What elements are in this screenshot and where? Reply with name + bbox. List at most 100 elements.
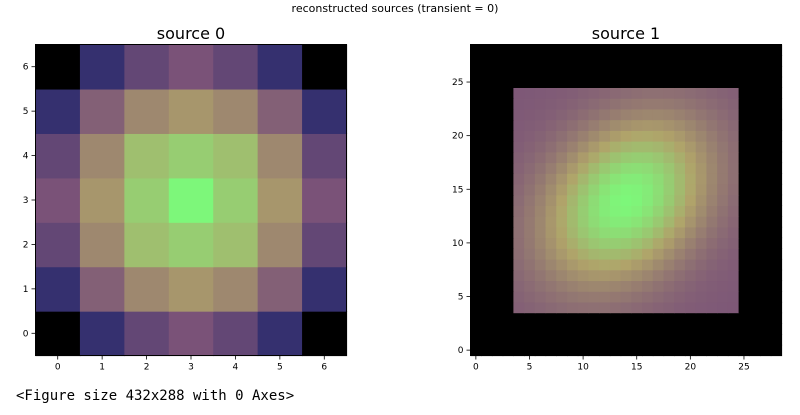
source-1-cell — [556, 323, 568, 335]
source-1-cell — [631, 312, 643, 324]
source-1-cell — [674, 108, 686, 121]
source-1-cell — [620, 55, 632, 67]
source-1-cell — [545, 280, 557, 292]
source-1-cell — [588, 119, 600, 131]
source-1-xtick-label: 25 — [738, 363, 749, 373]
source-1-cell — [706, 258, 718, 271]
source-1-cell — [706, 237, 718, 249]
source-1-cell — [631, 226, 643, 239]
source-1-cell — [545, 98, 557, 110]
source-1-cell — [534, 237, 547, 249]
source-1-cell — [684, 334, 697, 346]
source-1-cell — [652, 76, 665, 88]
source-1-cell — [556, 183, 568, 196]
source-1-cell — [609, 344, 622, 357]
source-1-cell — [620, 98, 632, 110]
source-1-cell — [470, 119, 482, 131]
source-1-cell — [481, 258, 493, 271]
source-1-cell — [738, 130, 750, 142]
source-1-cell — [749, 291, 761, 303]
source-1-cell — [556, 141, 568, 153]
source-1-cell — [577, 98, 590, 110]
source-0-cell — [124, 266, 170, 312]
source-1-cell — [599, 312, 611, 324]
source-1-cell — [695, 183, 708, 196]
source-1-cell — [470, 216, 482, 228]
source-1-cell — [620, 312, 632, 324]
source-1-cell — [770, 130, 783, 142]
source-1-cell — [738, 258, 750, 271]
source-1-cell — [620, 291, 632, 303]
source-1-cell — [727, 312, 740, 324]
source-1-cell — [502, 119, 514, 131]
source-1-cell — [609, 205, 622, 217]
source-1-cell — [609, 291, 622, 303]
source-1-cell — [481, 76, 493, 88]
source-1-cell — [481, 301, 493, 314]
source-1-cell — [652, 301, 665, 314]
source-1-cell — [502, 323, 514, 335]
source-1-cell — [631, 183, 643, 196]
source-1-cell — [567, 87, 579, 99]
source-1-cell — [770, 312, 783, 324]
source-1-cell — [717, 130, 729, 142]
source-1-cell — [663, 237, 675, 249]
source-1-cell — [738, 237, 750, 249]
source-1-cell — [684, 162, 697, 174]
source-0-xtick-label: 2 — [144, 363, 150, 373]
ticks-source-0: 0 1 2 3 4 5 6 0 1 2 3 4 5 6 — [23, 63, 328, 373]
source-1-cell — [534, 323, 547, 335]
source-1-cell — [760, 151, 772, 164]
source-1-cell — [695, 323, 708, 335]
source-1-cell — [620, 280, 632, 292]
source-1-cell — [717, 205, 729, 217]
source-0-cell — [257, 133, 303, 179]
source-1-cell — [609, 98, 622, 110]
source-1-ytick-label: 10 — [452, 239, 464, 249]
axes-title-source-1: source 1 — [592, 24, 660, 43]
source-1-cell — [631, 334, 643, 346]
source-1-cell — [749, 130, 761, 142]
source-1-cell — [727, 216, 740, 228]
source-1-cell — [727, 55, 740, 67]
source-1-cell — [567, 76, 579, 88]
source-1-cell — [545, 226, 557, 239]
source-1-cell — [502, 44, 514, 56]
source-1-cell — [727, 194, 740, 206]
source-1-cell — [663, 162, 675, 174]
source-1-cell — [470, 301, 482, 314]
source-1-cell — [642, 237, 654, 249]
source-1-cell — [481, 119, 493, 131]
source-1-cell — [770, 183, 783, 196]
source-1-cell — [588, 344, 600, 357]
source-1-cell — [717, 323, 729, 335]
source-1-cell — [588, 194, 600, 206]
source-0-cell — [35, 133, 81, 179]
source-1-cell — [556, 173, 568, 185]
source-1-cell — [749, 151, 761, 164]
source-1-cell — [556, 108, 568, 121]
source-1-cell — [524, 323, 536, 335]
source-1-cell — [588, 291, 600, 303]
source-1-cell — [706, 108, 718, 121]
source-1-cell — [674, 258, 686, 271]
source-1-cell — [620, 248, 632, 260]
source-1-cell — [706, 119, 718, 131]
source-0-cell — [79, 311, 125, 357]
source-1-cell — [513, 98, 525, 110]
source-1-cell — [684, 269, 697, 282]
ticks-source-1: 0 5 10 15 20 25 0 5 10 15 20 25 — [452, 78, 750, 372]
source-1-cell — [684, 183, 697, 196]
source-1-cell — [770, 98, 783, 110]
source-1-cell — [491, 291, 504, 303]
source-0-ytick-label: 5 — [23, 107, 29, 117]
source-1-cell — [684, 205, 697, 217]
source-1-cell — [524, 344, 536, 357]
source-1-cell — [706, 194, 718, 206]
source-1-cell — [567, 312, 579, 324]
source-1-cell — [631, 162, 643, 174]
source-1-cell — [642, 76, 654, 88]
source-1-cell — [481, 334, 493, 346]
source-1-cell — [738, 151, 750, 164]
source-1-cell — [738, 248, 750, 260]
